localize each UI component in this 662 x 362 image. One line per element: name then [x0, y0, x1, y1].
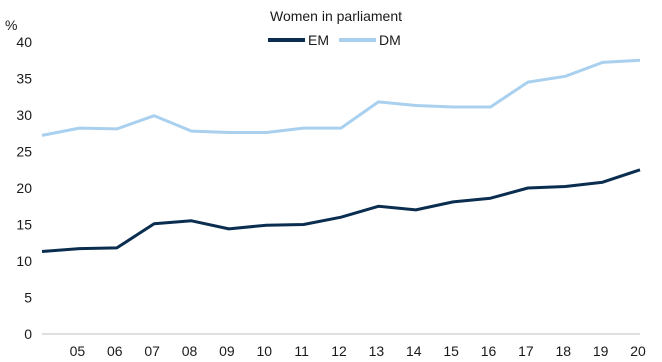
legend: EM DM: [268, 32, 401, 48]
chart-title: Women in parliament: [270, 8, 402, 24]
x-tick-label: 19: [593, 343, 609, 359]
x-tick-label: 10: [256, 343, 272, 359]
y-tick-label: 10: [16, 253, 32, 269]
y-tick-label: 5: [24, 290, 32, 306]
x-axis-ticks: 05 06 07 08 09 10 11 12 13 14 15 16 17 18 19 20: [70, 343, 646, 359]
y-tick-label: 25: [16, 144, 32, 160]
x-tick-label: 08: [182, 343, 198, 359]
y-tick-label: 15: [16, 217, 32, 233]
x-tick-label: 20: [630, 343, 646, 359]
y-tick-label: 20: [16, 180, 32, 196]
x-tick-label: 11: [294, 343, 309, 359]
x-tick-label: 12: [331, 343, 347, 359]
y-axis-ticks: 0 5 10 15 20 25 30 35 40: [16, 34, 32, 342]
series-line-em: [41, 168, 641, 253]
x-tick-label: 16: [481, 343, 497, 359]
y-axis-unit-label: %: [5, 17, 17, 33]
x-tick-label: 05: [70, 343, 86, 359]
legend-label-dm: DM: [379, 32, 401, 48]
x-tick-label: 09: [219, 343, 235, 359]
x-tick-label: 13: [369, 343, 385, 359]
series-lines: [41, 58, 641, 253]
x-tick-label: 17: [518, 343, 534, 359]
x-tick-label: 07: [144, 343, 160, 359]
legend-label-em: EM: [308, 32, 329, 48]
y-tick-label: 40: [16, 34, 32, 50]
y-tick-label: 0: [24, 326, 32, 342]
series-line-dm: [41, 58, 641, 137]
x-tick-label: 14: [406, 343, 422, 359]
x-tick-label: 15: [443, 343, 459, 359]
y-tick-label: 30: [16, 107, 32, 123]
y-tick-label: 35: [16, 71, 32, 87]
x-tick-label: 18: [555, 343, 571, 359]
x-tick-label: 06: [107, 343, 123, 359]
